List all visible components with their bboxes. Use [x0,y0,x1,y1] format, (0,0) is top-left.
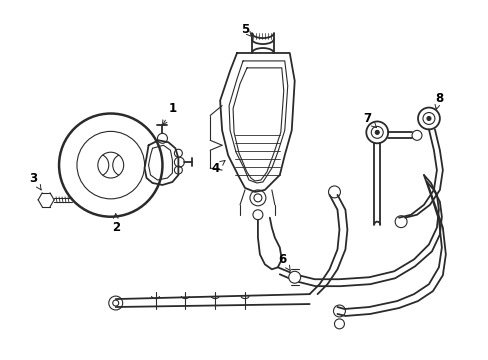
Text: 5: 5 [241,23,251,37]
Circle shape [288,271,300,283]
Text: 8: 8 [434,92,442,109]
Text: 6: 6 [278,253,290,271]
Text: 1: 1 [162,102,176,125]
Text: 2: 2 [111,213,120,234]
Circle shape [426,117,430,121]
Text: 4: 4 [211,161,224,175]
Text: 3: 3 [29,171,41,190]
Circle shape [374,130,379,134]
Text: 7: 7 [363,112,376,128]
